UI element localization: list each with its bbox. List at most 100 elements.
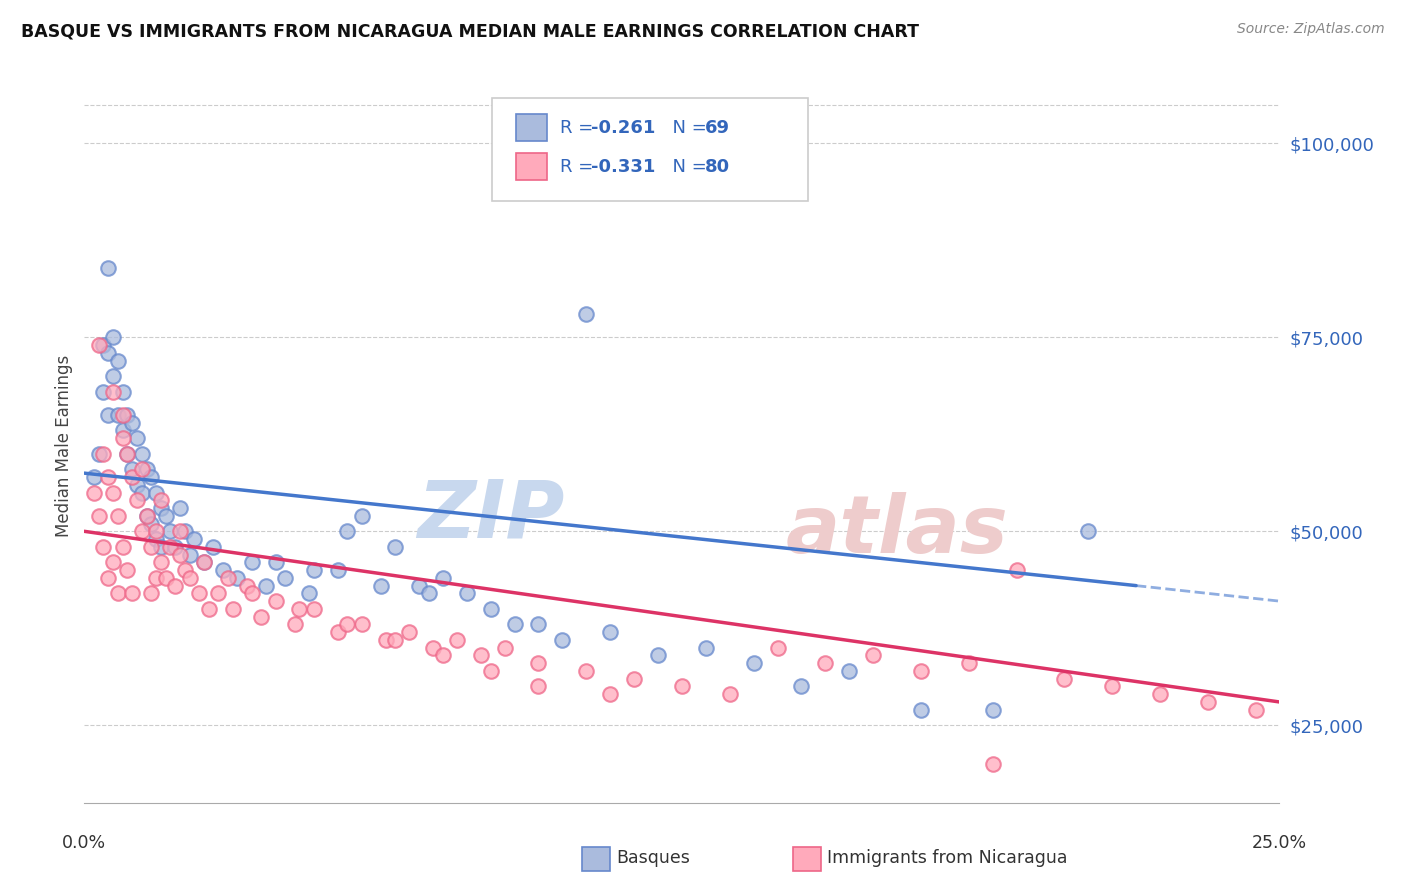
Point [141, 470, 163, 484]
Point [97, 408, 120, 422]
Point [432, 648, 454, 663]
Point [125, 431, 148, 445]
Point [97, 470, 120, 484]
Y-axis label: Median Male Earnings: Median Male Earnings [55, 355, 73, 537]
Point [862, 648, 884, 663]
Point [165, 579, 187, 593]
Point [718, 687, 741, 701]
Text: Immigrants from Nicaragua: Immigrants from Nicaragua [827, 849, 1067, 867]
Point [101, 485, 124, 500]
Point [766, 640, 789, 655]
Point [302, 602, 325, 616]
Point [432, 571, 454, 585]
Text: 0.0%: 0.0% [62, 834, 107, 852]
Point [135, 508, 157, 523]
Point [121, 416, 143, 430]
Point [159, 524, 181, 539]
Text: Source: ZipAtlas.com: Source: ZipAtlas.com [1237, 22, 1385, 37]
Point [193, 555, 215, 569]
Point [97, 571, 120, 585]
Point [384, 632, 406, 647]
Text: N =: N = [661, 119, 713, 136]
Point [326, 563, 349, 577]
Point [456, 586, 478, 600]
Point [446, 632, 468, 647]
Point [141, 586, 163, 600]
Point [111, 408, 134, 422]
Point [97, 346, 120, 360]
Point [131, 524, 153, 539]
Point [121, 586, 143, 600]
Point [212, 563, 235, 577]
Point [159, 540, 181, 554]
Point [910, 703, 932, 717]
Point [264, 594, 287, 608]
Point [97, 260, 120, 275]
Point [623, 672, 645, 686]
Point [418, 586, 440, 600]
Point [527, 617, 550, 632]
Point [145, 524, 167, 539]
Point [350, 617, 373, 632]
Point [131, 485, 153, 500]
Text: -0.331: -0.331 [591, 158, 655, 176]
Point [1053, 672, 1076, 686]
Point [599, 687, 621, 701]
Point [107, 508, 129, 523]
Text: atlas: atlas [786, 492, 1008, 570]
Point [575, 664, 598, 678]
Text: 25.0%: 25.0% [1251, 834, 1308, 852]
Point [221, 602, 243, 616]
Point [326, 625, 349, 640]
Text: -0.261: -0.261 [591, 119, 655, 136]
Point [121, 462, 143, 476]
Point [87, 447, 110, 461]
Point [149, 540, 172, 554]
Text: N =: N = [661, 158, 713, 176]
Point [742, 656, 765, 670]
Point [336, 524, 359, 539]
Point [250, 609, 273, 624]
Point [149, 501, 172, 516]
Point [155, 508, 177, 523]
Point [254, 579, 277, 593]
Point [173, 524, 195, 539]
Point [527, 680, 550, 694]
Point [217, 571, 239, 585]
Point [117, 447, 139, 461]
Point [135, 508, 157, 523]
Point [111, 540, 134, 554]
Point [240, 586, 263, 600]
Text: ZIP: ZIP [418, 477, 564, 555]
Point [288, 602, 311, 616]
Point [135, 462, 157, 476]
Point [107, 353, 129, 368]
Point [503, 617, 526, 632]
Point [149, 555, 172, 569]
Point [179, 571, 201, 585]
Point [274, 571, 297, 585]
Point [183, 532, 205, 546]
Point [141, 516, 163, 531]
Point [384, 540, 406, 554]
Point [83, 470, 105, 484]
Point [470, 648, 492, 663]
Point [1149, 687, 1171, 701]
Point [647, 648, 669, 663]
Point [398, 625, 420, 640]
Point [117, 447, 139, 461]
Point [479, 664, 502, 678]
Point [422, 640, 444, 655]
Point [93, 540, 115, 554]
Point [957, 656, 980, 670]
Text: BASQUE VS IMMIGRANTS FROM NICARAGUA MEDIAN MALE EARNINGS CORRELATION CHART: BASQUE VS IMMIGRANTS FROM NICARAGUA MEDI… [21, 22, 920, 40]
Point [981, 757, 1004, 772]
Point [145, 532, 167, 546]
Point [131, 462, 153, 476]
Point [551, 632, 574, 647]
Text: 80: 80 [704, 158, 730, 176]
Point [981, 703, 1004, 717]
Point [479, 602, 502, 616]
Point [149, 493, 172, 508]
Point [117, 563, 139, 577]
